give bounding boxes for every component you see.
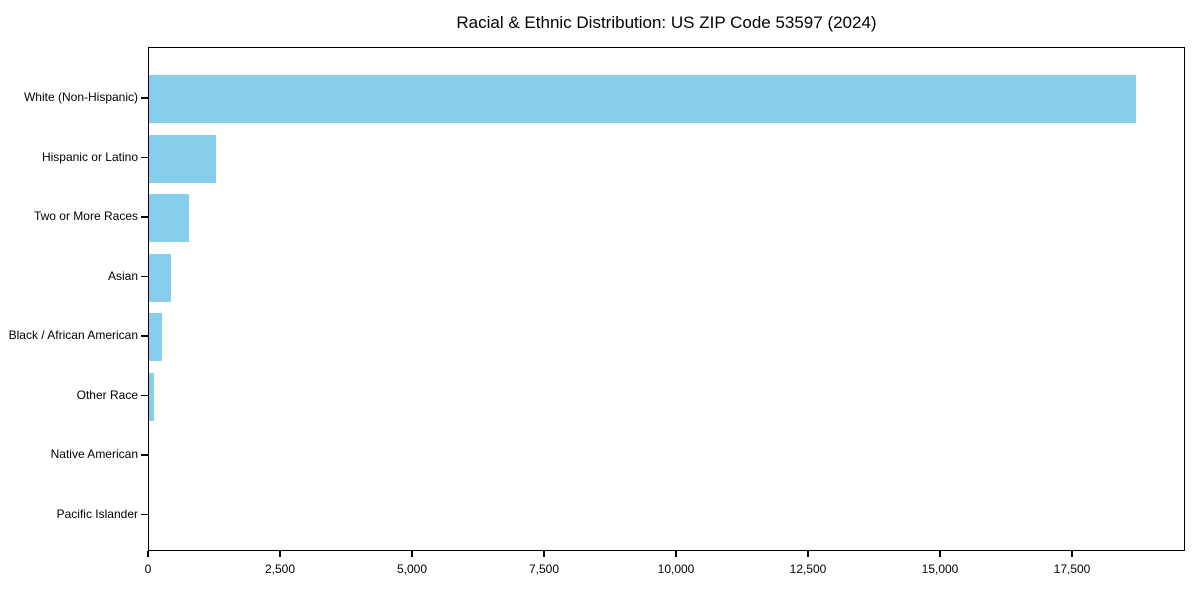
y-tick-label-two-or-more-races: Two or More Races <box>33 209 138 223</box>
y-tick-label-pacific-islander: Pacific Islander <box>56 506 138 521</box>
y-axis-tick <box>141 394 148 397</box>
bar-two-or-more-races <box>149 194 190 242</box>
plot-area <box>148 47 1185 551</box>
y-tick-label-hispanic-or-latino: Hispanic or Latino <box>41 149 138 164</box>
x-axis-tick <box>675 551 677 557</box>
x-tick-label-7500: 7,500 <box>528 562 560 576</box>
y-tick-label-white-non-hispanic: White (Non-Hispanic) <box>23 90 138 104</box>
y-axis-tick <box>141 513 148 516</box>
x-axis-tick <box>939 551 941 557</box>
x-tick-label-0: 0 <box>144 562 152 576</box>
x-tick-label-2500: 2,500 <box>264 562 296 576</box>
y-tick-label-black-african-american: Black / African American <box>8 328 138 342</box>
y-axis-tick <box>141 454 148 456</box>
x-axis-tick <box>543 551 545 557</box>
y-tick-label-asian: Asian <box>107 268 138 283</box>
x-tick-label-5000: 5,000 <box>396 562 428 576</box>
y-tick-label-other-race: Other Race <box>76 387 138 402</box>
x-axis-tick <box>411 551 413 557</box>
bar-hispanic-or-latino <box>149 134 217 183</box>
bar-asian <box>149 253 172 302</box>
x-tick-label-12500: 12,500 <box>789 562 827 576</box>
x-axis-tick <box>1071 551 1073 557</box>
x-tick-label-17500: 17,500 <box>1053 562 1091 576</box>
y-axis-tick <box>141 97 148 99</box>
x-axis-tick <box>147 551 149 557</box>
y-axis-tick <box>141 335 148 337</box>
x-tick-label-10000: 10,000 <box>657 562 695 576</box>
bar-black-african-american <box>149 313 163 361</box>
y-axis-tick <box>141 156 148 159</box>
bar-other-race <box>149 372 154 421</box>
y-tick-label-native-american: Native American <box>50 447 138 461</box>
x-axis-tick <box>807 551 809 557</box>
bar-white-non-hispanic <box>149 75 1137 123</box>
y-axis-tick <box>141 216 148 218</box>
x-axis-tick <box>279 551 281 557</box>
chart-title: Racial & Ethnic Distribution: US ZIP Cod… <box>456 13 877 32</box>
y-axis-tick <box>141 275 148 278</box>
x-tick-label-15000: 15,000 <box>921 562 959 576</box>
